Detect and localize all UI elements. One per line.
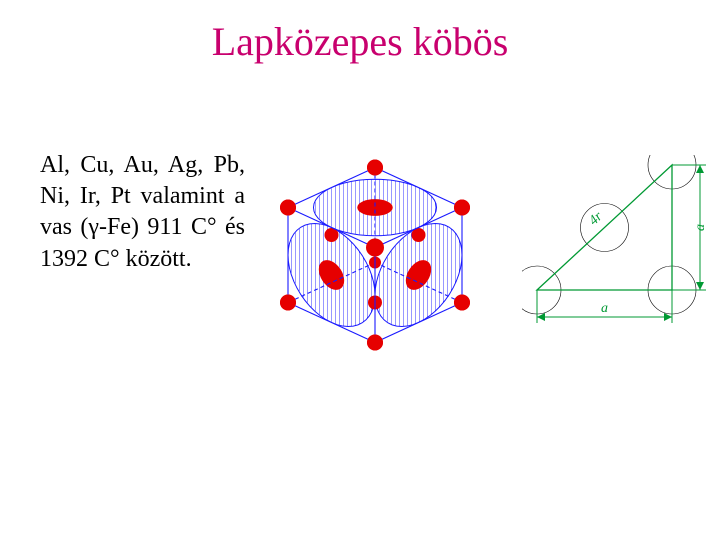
page-title: Lapközepes köbös — [0, 18, 720, 65]
cube-diagram — [255, 130, 495, 375]
svg-text:a: a — [693, 224, 708, 231]
svg-text:4r: 4r — [586, 209, 606, 229]
body-text: Al, Cu, Au, Ag, Pb, Ni, Ir, Pt valamint … — [40, 150, 245, 275]
svg-text:a: a — [601, 301, 608, 316]
triangle-diagram: a a 4r — [522, 155, 712, 350]
